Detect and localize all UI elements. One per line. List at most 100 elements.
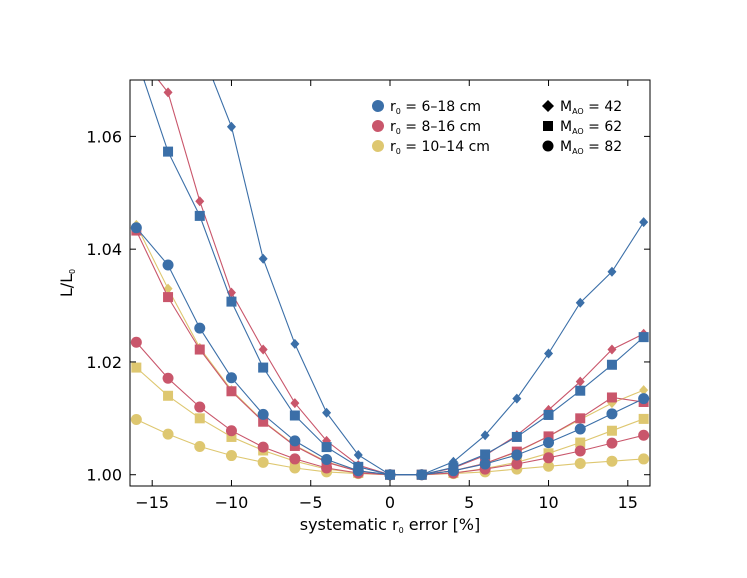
data-point-diamond — [353, 449, 363, 460]
data-point-square — [131, 52, 141, 62]
data-point-diamond — [132, 47, 141, 57]
x-axis-title: systematic r0 error [%] — [300, 515, 481, 535]
legend-marker-label-pre: M — [560, 119, 572, 135]
data-point-diamond — [226, 121, 236, 132]
legend-marker-label-post: = 42 — [584, 99, 622, 115]
legend-marker-label-post: = 82 — [584, 139, 622, 155]
data-point-circle — [257, 441, 269, 453]
data-point-square — [480, 449, 491, 460]
data-point-diamond — [290, 398, 300, 409]
data-point-circle — [194, 322, 206, 334]
x-tick-label: 15 — [618, 493, 638, 512]
legend-color-label-sub: 0 — [396, 127, 401, 136]
data-point-square — [606, 359, 617, 370]
data-point-circle — [638, 429, 650, 441]
legend-color-swatch — [372, 120, 384, 132]
data-point-circle — [225, 450, 237, 462]
legend-color-label-pre: r — [390, 99, 396, 115]
y-tick-label: 1.06 — [86, 127, 122, 146]
data-point-diamond — [258, 253, 268, 264]
legend-color-label: r0 = 6–18 cm — [390, 99, 481, 116]
data-point-circle — [130, 413, 142, 425]
data-point-square — [226, 431, 237, 442]
plot-background — [130, 80, 650, 486]
x-axis-title-post: error [%] — [404, 515, 481, 534]
legend-marker-entry: MAO = 82 — [542, 139, 622, 156]
data-point-circle — [194, 401, 206, 413]
data-point-square — [543, 409, 554, 420]
legend-color-label-pre: r — [390, 119, 396, 135]
data-point-square — [575, 413, 586, 424]
data-point-square — [194, 413, 205, 424]
data-point-circle — [225, 425, 237, 437]
data-point-diamond — [544, 348, 554, 359]
legend-marker-label-post: = 62 — [584, 119, 622, 135]
data-point-diamond — [195, 41, 204, 51]
legend-color-label-sub: 0 — [396, 107, 401, 116]
data-point-circle — [574, 445, 586, 457]
data-point-circle — [130, 222, 142, 234]
legend-color-label: r0 = 8–16 cm — [390, 119, 481, 136]
legend-color-label-post: = 8–16 cm — [401, 119, 481, 135]
legend-color-entry: r0 = 10–14 cm — [372, 139, 490, 156]
data-point-circle — [416, 469, 428, 481]
data-point-circle — [574, 423, 586, 435]
data-point-square — [131, 362, 142, 373]
data-point-diamond — [575, 376, 585, 387]
x-tick-label: 0 — [385, 493, 395, 512]
legend-color-label-post: = 6–18 cm — [401, 99, 481, 115]
data-point-circle — [606, 408, 618, 420]
y-axis-title: L/L0 — [57, 269, 77, 297]
data-point-square — [543, 431, 554, 442]
data-point-diamond — [480, 430, 490, 441]
data-point-diamond — [290, 338, 300, 349]
legend: r0 = 6–18 cm r0 = 8–16 cm r0 = 10–14 cm … — [372, 99, 622, 156]
data-point-square — [511, 431, 522, 442]
legend-circle-marker — [542, 140, 554, 152]
y-tick-label: 1.00 — [86, 466, 122, 485]
data-point-circle — [257, 408, 269, 420]
data-point-circle — [289, 435, 301, 447]
x-axis-title-pre: systematic r — [300, 515, 399, 534]
data-point-circle — [447, 465, 459, 477]
legend-marker-label: MAO = 62 — [560, 119, 622, 136]
data-point-circle — [543, 437, 555, 449]
data-point-square — [226, 386, 237, 397]
data-point-circle — [162, 259, 174, 271]
data-point-square — [638, 413, 649, 424]
legend-color-swatch — [372, 140, 384, 152]
data-point-circle — [321, 462, 333, 474]
data-point-diamond — [607, 266, 617, 277]
x-tick-label: −5 — [299, 493, 323, 512]
data-point-circle — [384, 469, 396, 481]
data-point-square — [258, 362, 269, 373]
data-point-circle — [352, 465, 364, 477]
legend-color-entry: r0 = 8–16 cm — [372, 119, 481, 136]
data-point-circle — [289, 462, 301, 474]
data-point-circle — [162, 372, 174, 384]
data-point-diamond — [163, 283, 173, 294]
data-point-diamond — [164, 52, 173, 62]
y-tick-label: 1.04 — [86, 240, 122, 259]
legend-color-label-post: = 10–14 cm — [401, 139, 490, 155]
data-point-diamond — [639, 217, 649, 228]
data-point-square — [638, 332, 649, 343]
data-point-circle — [606, 455, 618, 467]
data-point-circle — [543, 452, 555, 464]
data-point-square — [163, 292, 174, 303]
legend-color-label: r0 = 10–14 cm — [390, 139, 490, 156]
data-point-diamond — [607, 344, 617, 355]
y-axis-title-pre: L/L — [57, 274, 76, 297]
series-layer — [130, 41, 650, 481]
data-point-diamond — [512, 393, 522, 404]
data-point-circle — [225, 372, 237, 384]
data-point-diamond — [639, 385, 649, 396]
data-point-circle — [130, 336, 142, 348]
legend-marker-label: MAO = 42 — [560, 99, 622, 116]
data-point-circle — [511, 458, 523, 470]
legend-marker-label-sub: AO — [572, 107, 584, 116]
data-point-square — [575, 385, 586, 396]
x-tick-label: −15 — [135, 493, 169, 512]
x-tick-label: 5 — [464, 493, 474, 512]
data-point-circle — [574, 457, 586, 469]
